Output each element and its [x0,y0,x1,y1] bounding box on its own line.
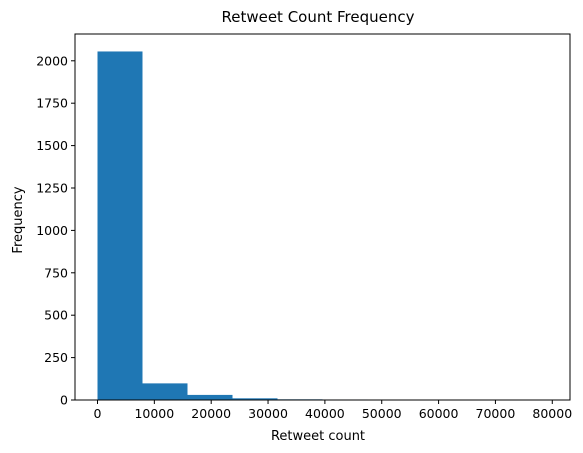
x-tick-label: 80000 [532,406,572,421]
histogram-bar-3 [232,398,278,400]
y-tick-label: 1000 [36,223,68,238]
y-tick-label: 1250 [36,180,68,195]
x-tick-label: 40000 [305,406,345,421]
x-tick-label: 20000 [191,406,231,421]
x-tick-label: 50000 [362,406,402,421]
x-axis-ticks: 0 10000 20000 30000 40000 50000 60000 70000 8000… [94,400,572,421]
y-tick-label: 0 [60,393,68,408]
y-tick-label: 2000 [36,53,68,68]
x-axis-label: Retweet count [271,429,365,444]
y-tick-label: 250 [44,350,68,365]
y-tick-label: 1750 [36,96,68,111]
chart-title: Retweet Count Frequency [221,8,414,26]
histogram-bar-0 [97,51,143,400]
histogram-bar-2 [187,394,233,400]
x-tick-label: 10000 [134,406,174,421]
histogram-bar-1 [142,383,188,400]
y-tick-label: 500 [44,308,68,323]
plot-frame [74,33,571,401]
bars-group [97,51,548,400]
y-tick-label: 1500 [36,138,68,153]
y-axis-label: Frequency [11,186,26,253]
x-tick-label: 60000 [419,406,459,421]
x-tick-label: 70000 [476,406,516,421]
x-tick-label: 0 [94,406,102,421]
x-tick-label: 30000 [248,406,288,421]
y-axis-ticks: 0 250 500 750 1000 1250 1500 1750 2000 [36,53,75,408]
y-tick-label: 750 [44,265,68,280]
